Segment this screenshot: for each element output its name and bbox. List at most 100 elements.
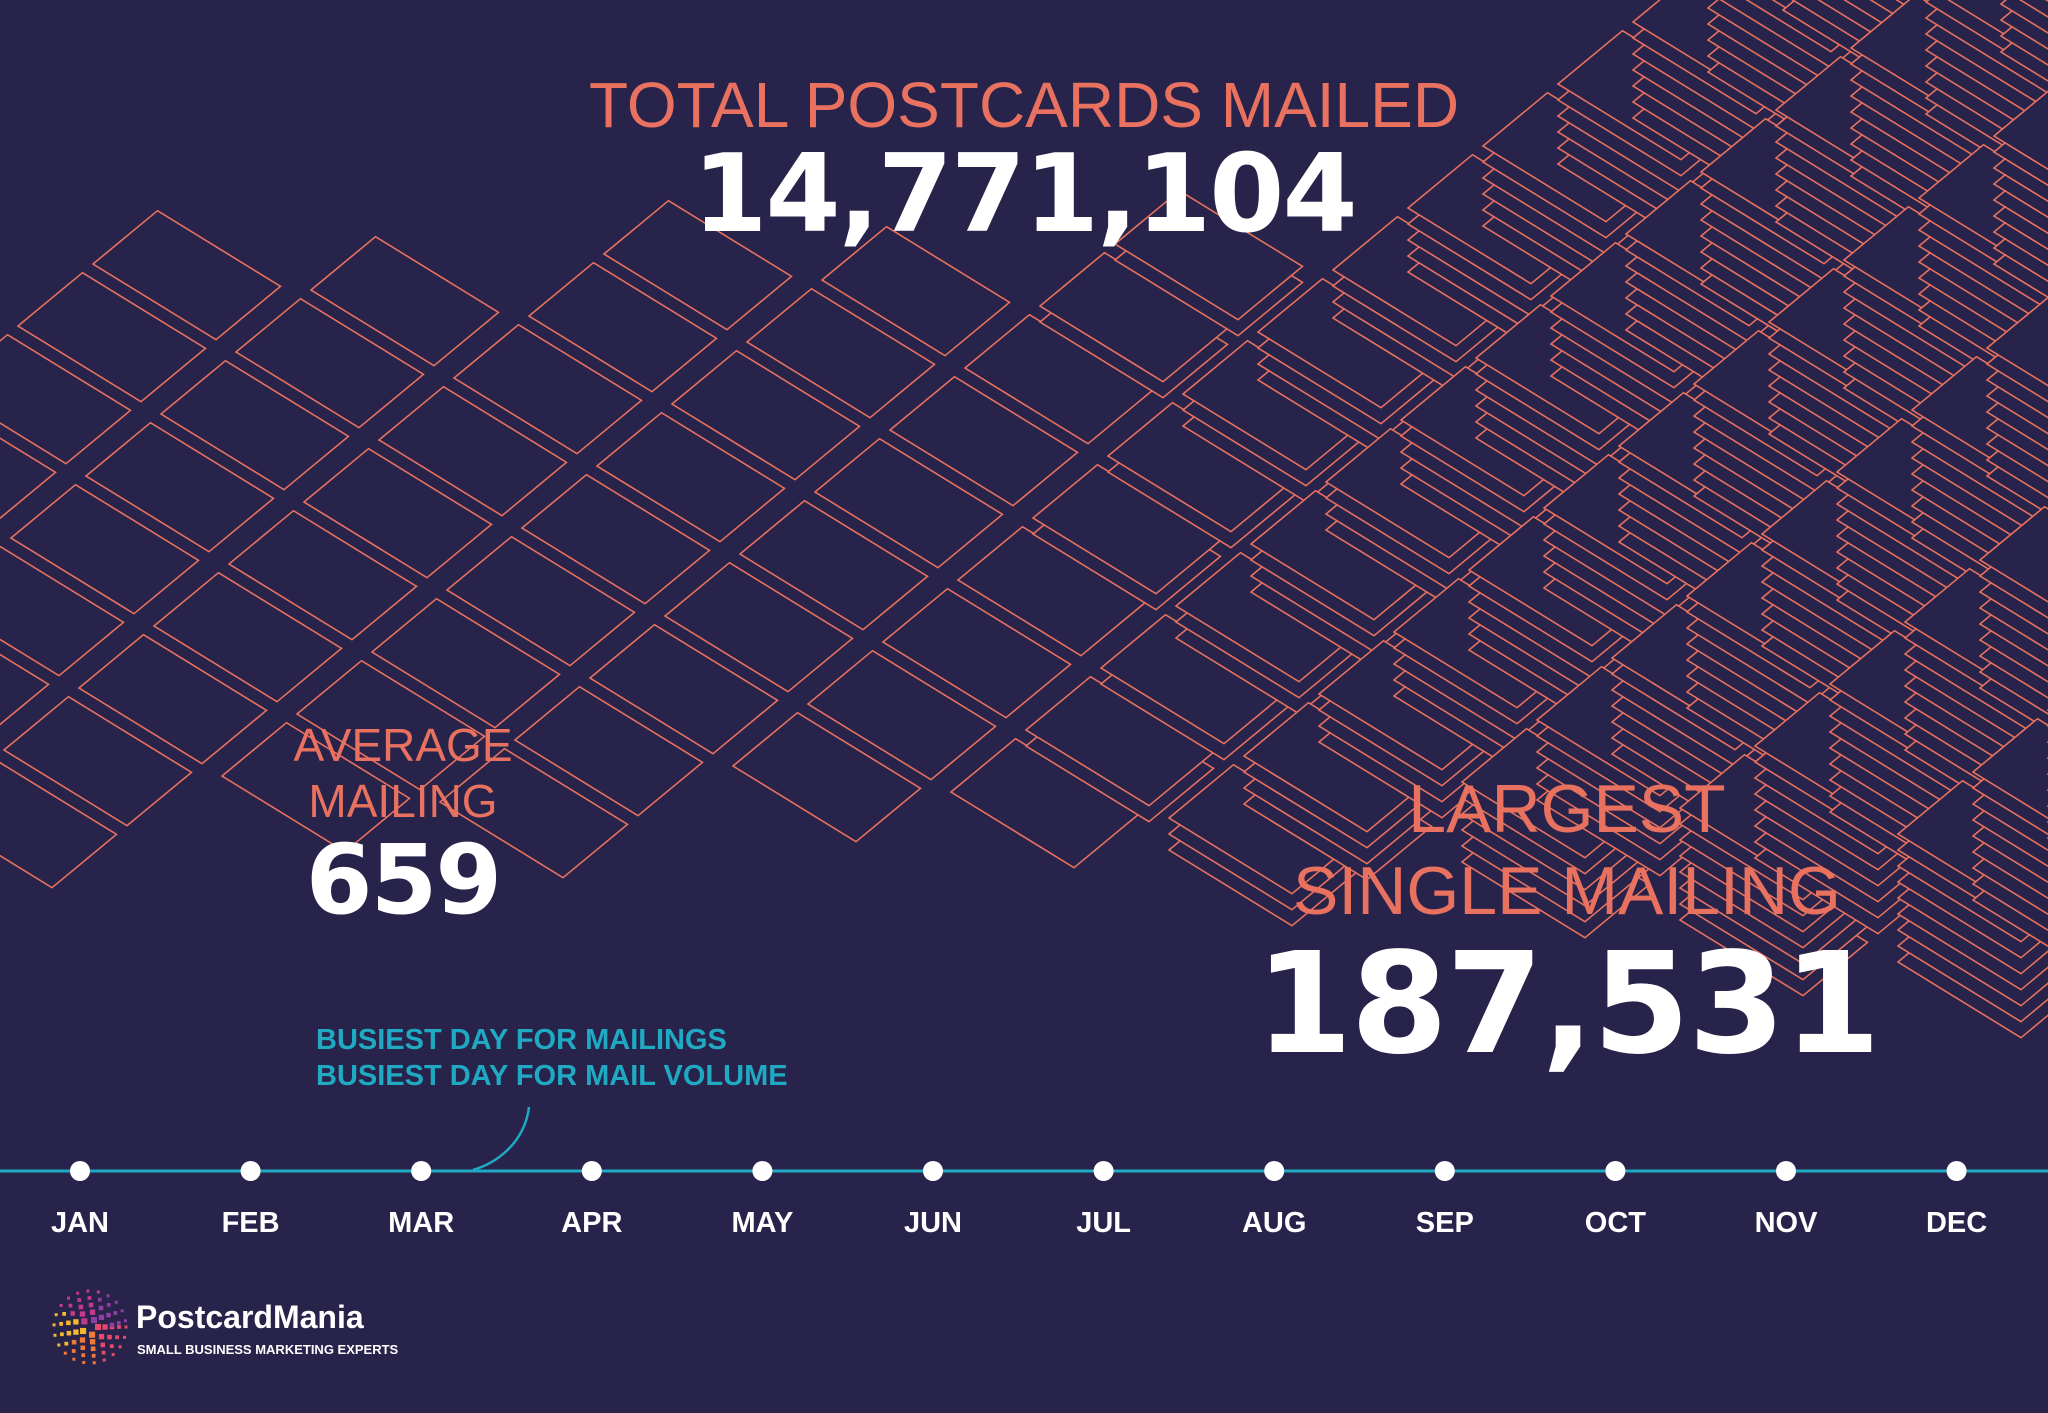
logo-pixel — [72, 1357, 76, 1361]
logo-pixel — [60, 1332, 64, 1337]
logo-pixel — [53, 1333, 57, 1337]
logo-pixel — [113, 1311, 118, 1315]
postcard-outline — [1978, 505, 2048, 603]
postcard-outline — [663, 561, 854, 693]
logo-pixel — [89, 1339, 96, 1345]
average-label: AVERAGE MAILING — [203, 717, 603, 829]
month-label: DEC — [1925, 1207, 1988, 1239]
timeline-dot — [240, 1161, 261, 1181]
month-label: MAR — [388, 1207, 455, 1239]
logo-pixel — [54, 1313, 58, 1317]
postcard-outline — [295, 659, 486, 791]
timeline-dot — [70, 1161, 90, 1181]
month-label: JUL — [1076, 1207, 1131, 1239]
logo-pixel — [57, 1343, 61, 1347]
logo-pixel — [98, 1314, 105, 1321]
logo-pixel — [89, 1331, 96, 1338]
postcard-outline — [0, 761, 118, 889]
timeline-dot — [581, 1161, 602, 1181]
logo-pixel — [88, 1302, 94, 1308]
logo-pixel — [90, 1346, 96, 1352]
postcard-outline — [820, 225, 1011, 357]
logo-pixel — [94, 1323, 102, 1331]
postcard-outline — [738, 499, 929, 631]
postcard-outline — [1971, 717, 2048, 820]
month-label: NOV — [1754, 1207, 1818, 1239]
postcard-outline — [0, 545, 125, 677]
logo-pixel — [52, 1323, 56, 1327]
logo-pixel — [71, 1349, 76, 1353]
logo-pixel — [66, 1330, 72, 1336]
postcard-outline — [220, 721, 411, 853]
logo-pixel — [111, 1353, 115, 1357]
month-label: AUG — [1241, 1207, 1307, 1239]
timeline-dot — [1093, 1161, 1114, 1181]
month-label: FEB — [221, 1207, 280, 1239]
timeline-dot — [1946, 1161, 1967, 1181]
postcard-outline — [513, 685, 704, 817]
month-label: OCT — [1584, 1207, 1646, 1239]
month-label: SEP — [1415, 1207, 1474, 1239]
postcard-outline — [1985, 296, 2048, 387]
logo-pixel — [123, 1319, 127, 1323]
postcard-outline — [377, 385, 568, 517]
postcard-outline — [84, 421, 275, 553]
logo-pixel — [115, 1335, 120, 1340]
postcard-outline — [2, 695, 193, 827]
logo-pixel — [81, 1318, 88, 1325]
postcard-outline — [370, 597, 561, 729]
postcard-outline — [0, 653, 50, 726]
logo-pixel — [120, 1309, 124, 1313]
logo-pixel — [71, 1339, 77, 1345]
logo-pixel — [107, 1334, 112, 1340]
postcard-outline — [670, 349, 861, 481]
logo-pixel — [116, 1320, 121, 1325]
postcard-outline — [881, 587, 1072, 719]
logo-pixel — [82, 1360, 86, 1364]
logo-pixel — [70, 1311, 75, 1316]
largest-value: 187,531 — [1255, 923, 1881, 1086]
logo-pixel — [66, 1320, 71, 1326]
postcard-outline — [745, 287, 936, 419]
logo-pixel — [101, 1350, 106, 1355]
busiest-mailings: BUSIEST DAY FOR MAILINGS — [316, 1024, 727, 1056]
logo-pixel — [122, 1335, 126, 1339]
logo-pixel — [96, 1290, 100, 1294]
logo-pixel — [106, 1312, 111, 1318]
logo-pixel — [91, 1353, 96, 1358]
logo-pixel — [81, 1353, 86, 1358]
month-label: JAN — [50, 1207, 109, 1239]
brand-name: PostcardMania — [136, 1299, 364, 1335]
postcard-outline — [452, 323, 643, 455]
postcard-outline — [595, 411, 786, 543]
postcard-outline — [1113, 189, 1304, 321]
logo-pixel — [87, 1296, 92, 1300]
postcard-outline — [91, 209, 282, 341]
timeline-dot — [1434, 1161, 1455, 1181]
logo-pixel — [92, 1361, 96, 1365]
logo-pixel — [64, 1341, 69, 1346]
postcard-outline — [813, 437, 1004, 569]
logo-pixel — [97, 1297, 102, 1302]
logo-pixel — [62, 1311, 67, 1316]
logo-pixel — [89, 1309, 96, 1315]
postcard-outline — [234, 297, 425, 429]
month-label: MAY — [731, 1207, 794, 1239]
timeline-dot — [411, 1161, 432, 1181]
largest-label: LARGEST SINGLE MAILING — [1167, 768, 1967, 932]
brand-tagline: SMALL BUSINESS MARKETING EXPERTS — [137, 1342, 399, 1357]
logo-pixel — [109, 1344, 114, 1349]
timeline-dot — [923, 1161, 943, 1181]
postcard-outline — [159, 359, 350, 491]
logo-pixel — [90, 1317, 98, 1324]
postcard-outline — [1992, 90, 2048, 171]
logo-pixel — [77, 1298, 82, 1302]
logo-pixel — [68, 1303, 73, 1308]
logo-pixel — [79, 1337, 86, 1343]
logo-pixel — [86, 1289, 90, 1293]
logo-pixel — [59, 1321, 64, 1326]
logo-pixel — [124, 1325, 128, 1329]
logo-pixel — [59, 1304, 63, 1308]
logo-pixel — [80, 1345, 86, 1351]
